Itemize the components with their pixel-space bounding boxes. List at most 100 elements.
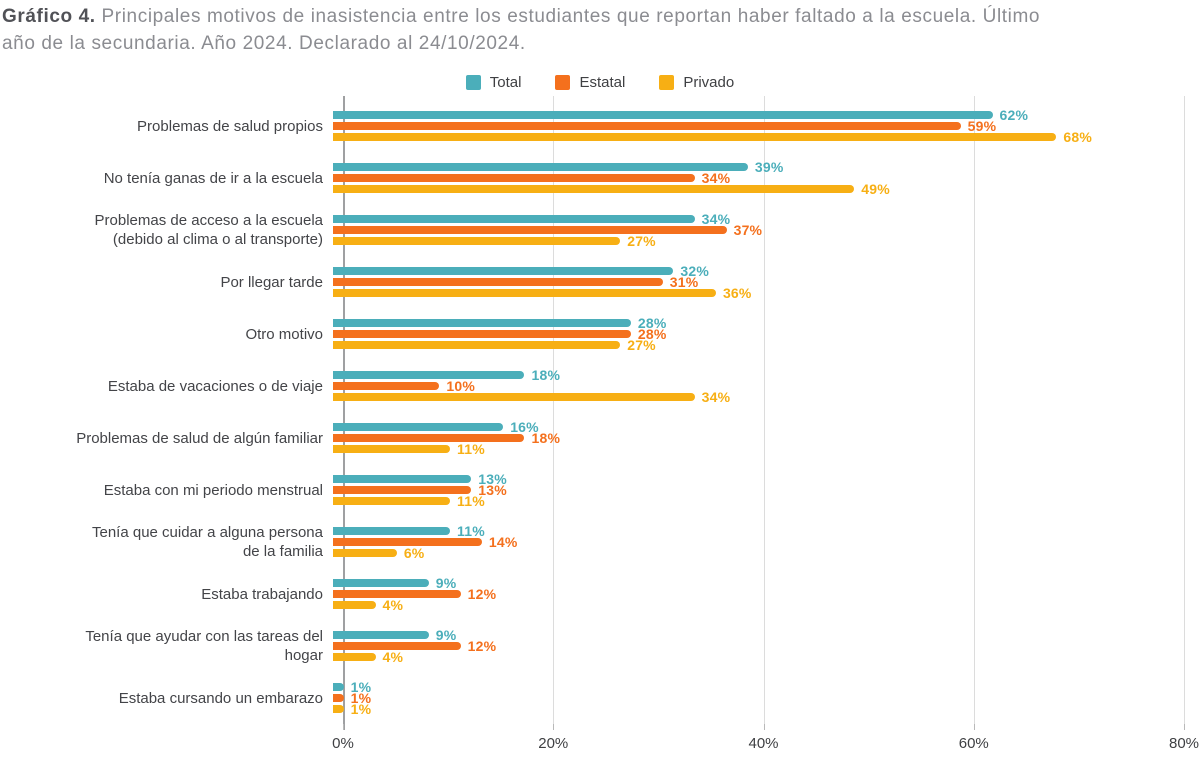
bar-line: 11%	[333, 441, 1184, 457]
bar-line: 34%	[333, 170, 1184, 186]
bar-line: 68%	[333, 129, 1184, 145]
value-label: 28%	[637, 326, 667, 342]
bar-line: 11%	[333, 493, 1184, 509]
category-label: Problemas de salud de algún familiar	[76, 429, 323, 447]
bar-line: 18%	[333, 430, 1184, 446]
bar-group: 34% 37% 27%	[333, 211, 1184, 249]
value-label: 13%	[478, 471, 507, 487]
value-label: 27%	[627, 233, 656, 249]
bar-line: 39%	[333, 159, 1184, 175]
value-label: 34%	[701, 211, 731, 227]
chart-title-prefix: Gráfico 4.	[2, 6, 96, 27]
category-label: Estaba con mi periodo menstrual	[103, 481, 323, 499]
bar-estatal	[333, 642, 461, 650]
bar-line: 1%	[333, 690, 1184, 706]
value-label: 31%	[669, 274, 699, 290]
legend-item-privado[interactable]: Privado	[659, 74, 734, 91]
chart-row: Otro motivo 28% 28% 27%	[0, 308, 1184, 360]
bar-group: 39% 34% 49%	[333, 159, 1184, 197]
bar-privado	[333, 497, 450, 505]
bar-total	[333, 215, 695, 223]
category-label: Problemas de acceso a la escuela (debido…	[94, 212, 323, 248]
bar-line: 9%	[333, 627, 1184, 643]
value-label: 14%	[488, 534, 518, 550]
category-label: Estaba trabajando	[201, 585, 323, 603]
bar-estatal	[333, 122, 961, 130]
bar-group: 18% 10% 34%	[333, 367, 1184, 405]
bar-line: 34%	[333, 211, 1184, 227]
gridline-80	[1184, 96, 1185, 730]
x-tick	[763, 724, 765, 730]
legend-item-estatal[interactable]: Estatal	[555, 74, 625, 91]
bar-total	[333, 683, 344, 691]
bar-group: 16% 18% 11%	[333, 419, 1184, 457]
bar-group: 1% 1% 1%	[333, 679, 1184, 717]
chart-title-line2: año de la secundaria. Año 2024. Declarad…	[2, 33, 526, 54]
bar-total	[333, 111, 993, 119]
category-label: Estaba cursando un embarazo	[118, 689, 323, 707]
value-label: 12%	[467, 638, 497, 654]
bar-line: 27%	[333, 233, 1184, 249]
legend-label: Total	[489, 74, 522, 91]
bar-group: 62% 59% 68%	[333, 107, 1184, 145]
category-label: Otro motivo	[245, 325, 323, 343]
bar-group: 28% 28% 27%	[333, 315, 1184, 353]
value-label: 1%	[350, 690, 372, 706]
bar-privado	[333, 341, 621, 349]
value-label: 11%	[457, 523, 485, 539]
chart-plot-area: Problemas de salud propios 62% 59% 68% No te…	[0, 96, 1200, 730]
bar-line: 49%	[333, 181, 1184, 197]
bar-estatal	[333, 278, 663, 286]
value-label: 62%	[999, 107, 1029, 123]
value-label: 11%	[457, 493, 485, 509]
bar-line: 6%	[333, 545, 1184, 561]
chart-row: Problemas de salud de algún familiar 16% 1…	[0, 412, 1184, 464]
chart-row: Problemas de acceso a la escuela (debido…	[0, 204, 1184, 256]
bar-line: 11%	[333, 523, 1184, 539]
bar-line: 4%	[333, 597, 1184, 613]
bar-group: 13% 13% 11%	[333, 471, 1184, 509]
x-tick	[343, 724, 344, 730]
chart-row: Estaba trabajando 9% 12% 4%	[0, 568, 1184, 620]
bar-group: 11% 14% 6%	[333, 523, 1184, 561]
x-tick-label: 40%	[748, 735, 779, 752]
bar-estatal	[333, 226, 727, 234]
bar-line: 27%	[333, 337, 1184, 353]
bar-line: 14%	[333, 534, 1184, 550]
bar-line: 1%	[333, 679, 1184, 695]
value-label: 12%	[467, 586, 497, 602]
chart-row: Estaba cursando un embarazo 1% 1% 1%	[0, 672, 1184, 724]
value-label: 18%	[531, 430, 561, 446]
bar-total	[333, 267, 674, 275]
x-tick-label: 0%	[332, 735, 354, 752]
value-label: 13%	[478, 482, 507, 498]
category-label: No tenía ganas de ir a la escuela	[103, 169, 323, 187]
bar-privado	[333, 445, 450, 453]
bar-privado	[333, 185, 855, 193]
bar-total	[333, 371, 525, 379]
bar-line: 18%	[333, 367, 1184, 383]
legend-label: Privado	[683, 74, 735, 91]
x-tick	[553, 724, 555, 730]
value-label: 49%	[861, 181, 890, 197]
category-label: Estaba de vacaciones o de viaje	[107, 377, 323, 395]
legend-swatch-icon	[659, 75, 675, 90]
bar-privado	[333, 601, 376, 609]
legend-item-total[interactable]: Total	[465, 74, 522, 91]
bar-line: 34%	[333, 389, 1184, 405]
bar-privado	[333, 549, 397, 557]
bar-line: 10%	[333, 378, 1184, 394]
bar-estatal	[333, 694, 344, 702]
chart-rows: Problemas de salud propios 62% 59% 68% No te…	[76, 100, 1184, 724]
bar-total	[333, 423, 504, 431]
bar-group: 9% 12% 4%	[333, 627, 1184, 665]
category-label: Tenía que ayudar con las tareas del hoga…	[85, 628, 323, 664]
bar-total	[333, 631, 429, 639]
value-label: 6%	[403, 545, 425, 561]
bar-privado	[333, 393, 695, 401]
bar-line: 13%	[333, 482, 1184, 498]
bar-line: 28%	[333, 326, 1184, 342]
bar-line: 4%	[333, 649, 1184, 665]
bar-line: 31%	[333, 274, 1184, 290]
